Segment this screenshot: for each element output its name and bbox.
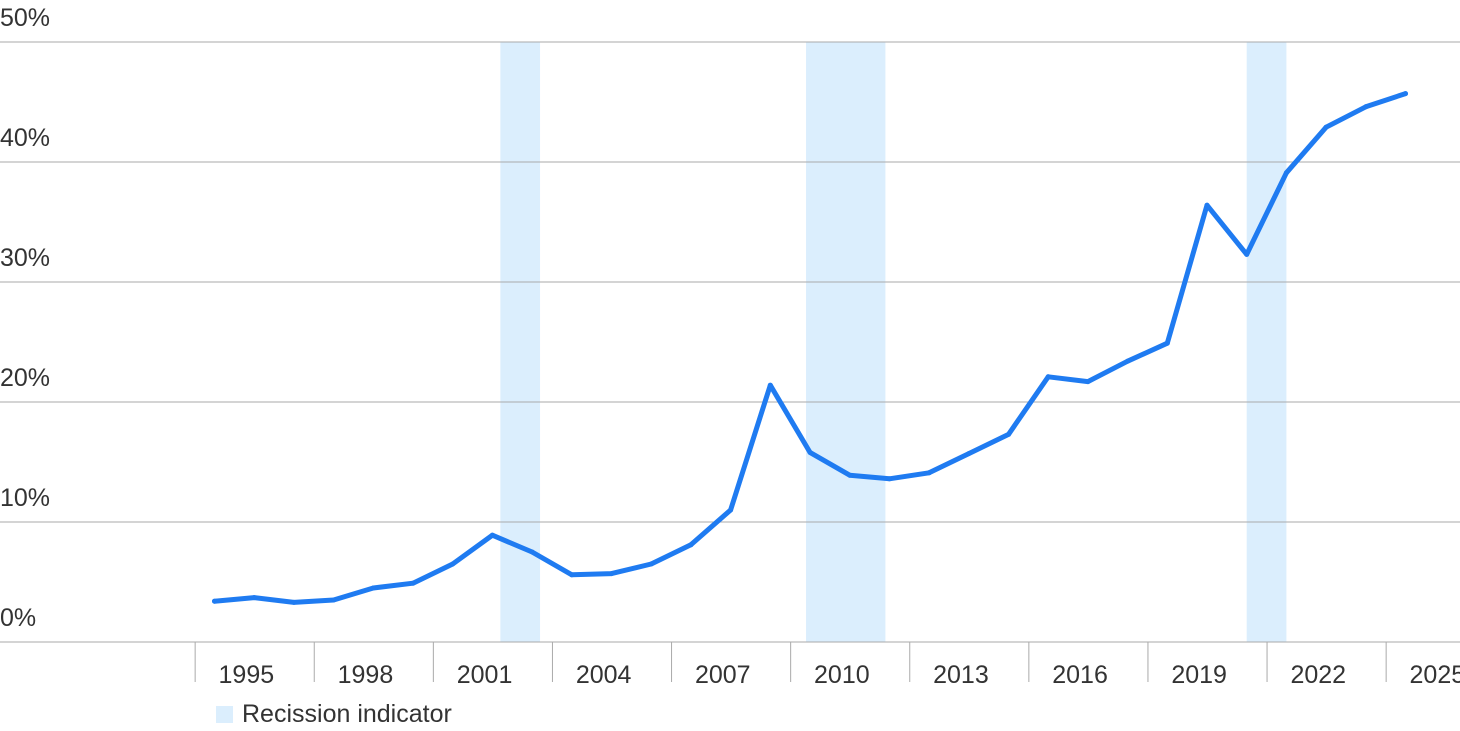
recession-legend-swatch	[216, 706, 233, 723]
x-tick-label: 2019	[1171, 661, 1227, 689]
data-point	[609, 571, 614, 577]
data-point	[410, 580, 416, 586]
data-point	[767, 382, 773, 388]
data-point	[529, 549, 535, 555]
y-tick-label: 10%	[0, 484, 50, 512]
x-tick-label: 2022	[1290, 661, 1346, 689]
data-point	[212, 598, 217, 604]
data-point	[807, 449, 813, 455]
recession-band-3	[1246, 42, 1287, 642]
x-tick-label: 2010	[814, 661, 870, 689]
data-point	[370, 585, 376, 591]
x-tick-label: 2007	[695, 661, 751, 689]
data-point	[648, 561, 654, 567]
data-point	[926, 470, 932, 476]
data-point	[688, 542, 694, 548]
x-tick-label: 2004	[576, 661, 632, 689]
data-point	[1006, 431, 1011, 437]
x-tick-label: 2013	[933, 661, 989, 689]
data-point	[1125, 358, 1131, 364]
y-axis: 0% 10% 20% 30% 40% 50%	[0, 4, 50, 632]
y-tick-label: 50%	[0, 4, 50, 32]
data-point	[1363, 104, 1369, 110]
legend-label: Recission indicator	[242, 700, 452, 728]
y-tick-label: 0%	[0, 604, 36, 632]
data-point	[251, 595, 257, 601]
recession-band-2	[806, 42, 886, 642]
recession-bands	[500, 42, 1287, 642]
x-tick-label: 1998	[338, 661, 394, 689]
series-layer	[212, 91, 1408, 605]
data-point	[966, 451, 972, 457]
data-point	[1403, 91, 1408, 97]
data-point	[1045, 374, 1051, 380]
x-tick-label: 2025	[1410, 661, 1460, 689]
y-tick-label: 30%	[0, 244, 50, 272]
data-point	[1283, 170, 1289, 176]
data-point	[1323, 124, 1329, 130]
data-point	[886, 476, 892, 482]
data-point	[728, 507, 734, 513]
x-tick-label: 2016	[1052, 661, 1108, 689]
x-tick-label: 1995	[219, 661, 275, 689]
data-point	[569, 572, 575, 578]
y-tick-label: 20%	[0, 364, 50, 392]
data-point	[291, 599, 297, 605]
data-point	[489, 532, 495, 538]
data-point	[1244, 251, 1250, 257]
data-point	[847, 472, 853, 478]
x-axis: 1995 1998 2001 2004 2007 2010 2013 2016 2019 2022…	[194, 642, 1460, 689]
data-point	[331, 597, 337, 603]
data-point	[450, 561, 456, 567]
gridlines	[0, 41, 1460, 643]
data-point	[1085, 379, 1091, 385]
x-tick-label: 2001	[457, 661, 513, 689]
data-point	[1204, 202, 1210, 208]
y-tick-label: 40%	[0, 124, 50, 152]
legend: Recission indicator	[216, 700, 452, 729]
data-point	[1164, 340, 1170, 346]
